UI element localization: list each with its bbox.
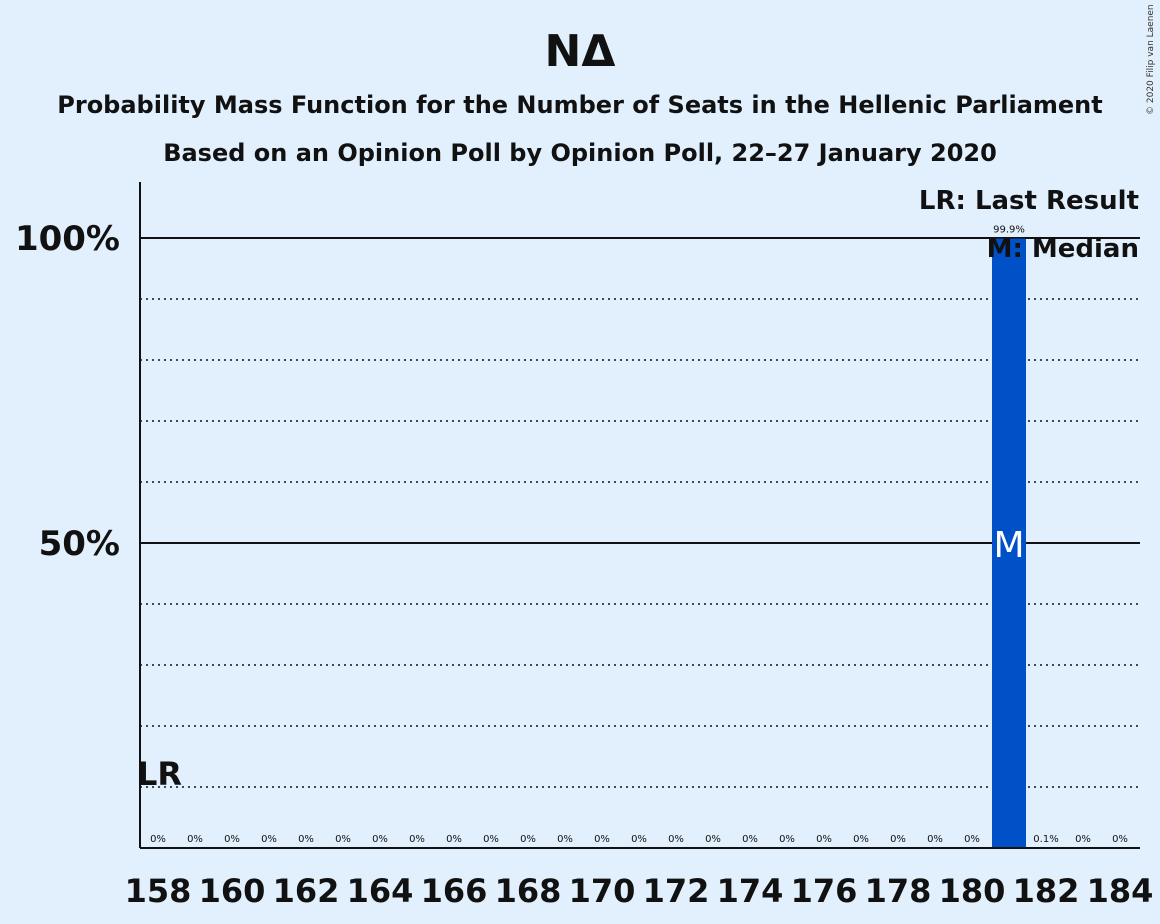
- legend-median: M: Median: [987, 234, 1139, 264]
- value-label-183: 0%: [1075, 834, 1091, 845]
- legend-last-result: LR: Last Result: [919, 186, 1139, 216]
- axes: 50% 100% 158 160 162 164 166 168 170 172 174 176 178…: [15, 182, 1153, 910]
- value-label-178: 0%: [890, 834, 906, 845]
- x-tick-label: 158: [125, 872, 192, 910]
- value-label-181: 99.9%: [993, 225, 1025, 236]
- value-label-159: 0%: [187, 834, 203, 845]
- x-tick-label: 164: [347, 872, 414, 910]
- bars: [992, 238, 1026, 849]
- value-label-164: 0%: [372, 834, 388, 845]
- chart-subtitle-2: Based on an Opinion Poll by Opinion Poll…: [163, 139, 997, 167]
- value-label-179: 0%: [927, 834, 943, 845]
- value-label-180: 0%: [964, 834, 980, 845]
- bar-181: [992, 238, 1026, 849]
- value-label-167: 0%: [483, 834, 499, 845]
- y-tick-label: 50%: [39, 524, 120, 564]
- value-label-162: 0%: [298, 834, 314, 845]
- value-label-184: 0%: [1112, 834, 1128, 845]
- gridlines: [140, 237, 1140, 788]
- x-tick-label: 174: [717, 872, 784, 910]
- x-tick-label: 162: [273, 872, 340, 910]
- value-label-168: 0%: [520, 834, 536, 845]
- x-tick-label: 180: [939, 872, 1006, 910]
- value-label-174: 0%: [742, 834, 758, 845]
- value-label-170: 0%: [594, 834, 610, 845]
- x-tick-label: 160: [199, 872, 266, 910]
- last-result-marker: LR: [137, 755, 182, 793]
- value-label-173: 0%: [705, 834, 721, 845]
- y-tick-label: 100%: [15, 219, 120, 259]
- value-label-172: 0%: [668, 834, 684, 845]
- copyright-text: © 2020 Filip van Laenen: [1146, 4, 1156, 115]
- x-tick-label: 166: [421, 872, 488, 910]
- value-label-175: 0%: [779, 834, 795, 845]
- value-label-177: 0%: [853, 834, 869, 845]
- chart-title: ΝΔ: [545, 26, 616, 77]
- chart-subtitle: Probability Mass Function for the Number…: [57, 91, 1102, 119]
- value-label-171: 0%: [631, 834, 647, 845]
- value-label-166: 0%: [446, 834, 462, 845]
- value-label-158: 0%: [150, 834, 166, 845]
- value-label-161: 0%: [261, 834, 277, 845]
- x-tick-label: 170: [569, 872, 636, 910]
- x-tick-label: 182: [1013, 872, 1080, 910]
- value-label-163: 0%: [335, 834, 351, 845]
- value-label-176: 0%: [816, 834, 832, 845]
- value-label-160: 0%: [224, 834, 240, 845]
- x-tick-label: 184: [1087, 872, 1154, 910]
- value-label-182: 0.1%: [1033, 834, 1058, 845]
- x-tick-label: 176: [791, 872, 858, 910]
- median-marker: M: [993, 525, 1024, 566]
- x-tick-label: 168: [495, 872, 562, 910]
- value-label-165: 0%: [409, 834, 425, 845]
- value-labels: 0% 0% 0% 0% 0% 0% 0% 0% 0% 0% 0% 0% 0% 0% 0% 0% 0% 0% 0% 0%…: [137, 225, 1128, 845]
- x-tick-label: 172: [643, 872, 710, 910]
- x-tick-label: 178: [865, 872, 932, 910]
- value-label-169: 0%: [557, 834, 573, 845]
